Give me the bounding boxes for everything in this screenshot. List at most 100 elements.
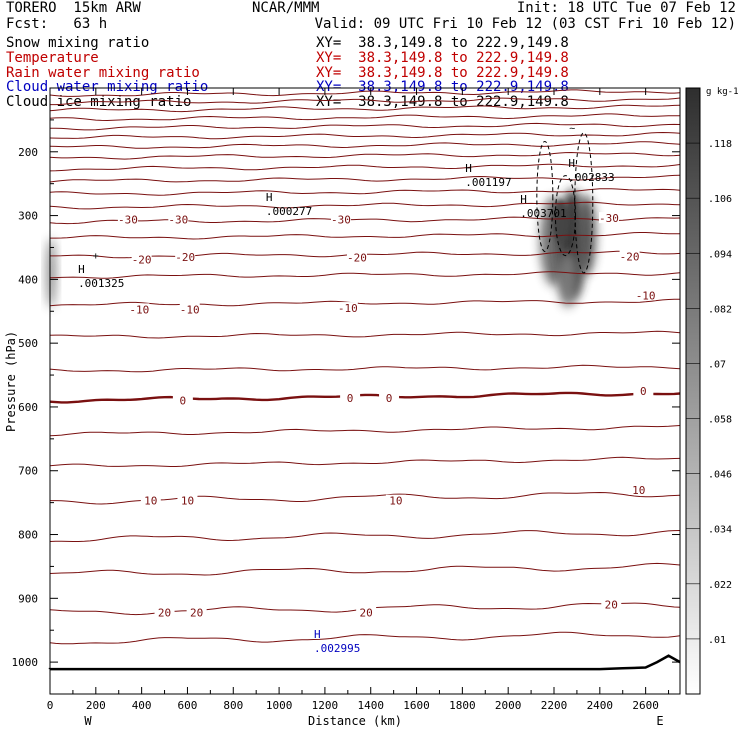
isotherm-label-bg [179, 303, 200, 315]
colorbar-label: .01 [708, 635, 726, 646]
isotherm-label-bg [117, 213, 138, 225]
init-time: Init: 18 UTC Tue 07 Feb 12 [516, 0, 736, 16]
isotherm [49, 330, 681, 339]
field-xy-snow: XY= 38.3,149.8 to 222.9,149.8 [316, 35, 569, 51]
x-tick-label: 1600 [403, 699, 430, 712]
isotherm-label-bg [340, 392, 361, 404]
isotherm-label: -20 [132, 254, 152, 267]
isotherm-label-bg [356, 606, 377, 618]
field-label-cloud-ice: Cloud ice mixing ratio [6, 94, 192, 110]
isotherm-label-bg [172, 394, 193, 406]
minor-label: + [93, 251, 99, 262]
x-tick-label: 1800 [449, 699, 476, 712]
isotherm-label: -30 [118, 213, 138, 226]
colorbar: .01 .022 .034 .046 .058 .07 .082 .094 .106 .118 g … [685, 87, 739, 695]
terrain-line [48, 654, 681, 671]
field-label-temperature: Temperature [6, 50, 99, 66]
x-tick-label: 200 [86, 699, 106, 712]
isotherm [49, 391, 681, 404]
isotherm-label: 0 [640, 385, 647, 398]
isotherm [49, 141, 681, 149]
max-value: .000277 [266, 205, 312, 218]
minor-label: ~ [569, 123, 575, 134]
isotherm-label-bg [379, 392, 400, 404]
max-value: .002995 [314, 642, 360, 655]
field-xy-cloud-ice: XY= 38.3,149.8 to 222.9,149.8 [316, 94, 569, 110]
x-tick-label: 1400 [357, 699, 384, 712]
snow-shade [557, 251, 578, 308]
isotherm-label-bg [330, 213, 351, 225]
isotherm-label-bg [337, 302, 358, 314]
colorbar-label: .034 [708, 525, 732, 536]
terrain-profile [48, 654, 681, 671]
x-tick-label: 600 [178, 699, 198, 712]
snow-shade [576, 194, 597, 275]
isotherm-label-bg [628, 483, 649, 495]
isotherm-label-bg [635, 289, 656, 301]
max-value: .001325 [78, 277, 124, 290]
field-label-snow: Snow mixing ratio [6, 35, 150, 51]
isotherm-label: -10 [338, 302, 358, 315]
x-tick-label: 1200 [312, 699, 339, 712]
isotherm [49, 174, 681, 183]
isotherm-label-bg [598, 212, 619, 224]
isotherm-label-bg [385, 494, 406, 506]
valid-time: Valid: 09 UTC Fri 10 Feb 12 (03 CST Fri … [314, 16, 736, 32]
cloud-ice-contour [574, 132, 594, 274]
temperature-isotherms [49, 89, 681, 645]
colorbar-body [685, 87, 701, 695]
isotherm [49, 131, 681, 140]
isotherm [49, 151, 681, 160]
cloud-ice-contour [536, 140, 554, 252]
isotherm [49, 113, 680, 122]
x-tick-label: 400 [132, 699, 152, 712]
colorbar-label: .07 [708, 359, 726, 370]
isotherm-label: -30 [599, 212, 619, 225]
isotherm [49, 104, 681, 113]
isotherm-label-bg [601, 598, 622, 610]
isotherm-label: 0 [386, 392, 393, 405]
colorbar-label: .094 [708, 249, 732, 260]
colorbar-label: .046 [708, 470, 732, 481]
isotherm [49, 89, 681, 97]
x-tick-label: 2600 [632, 699, 659, 712]
y-tick-label: 300 [18, 210, 38, 223]
contour-labels: -30 -30 -30 -30 -20 -20 -20 -20 -10 -10 -10 -10 0 0 0 0… [78, 123, 656, 655]
isotherm-label-bg [131, 253, 152, 265]
snow-shade [551, 199, 570, 244]
isotherm [49, 456, 681, 467]
east-label: E [656, 714, 663, 728]
isotherm-label: -10 [636, 289, 656, 302]
max-symbol: H [568, 157, 575, 170]
isotherm [49, 631, 681, 645]
isotherm [50, 232, 681, 240]
forecast-hour: Fcst: 63 h [6, 16, 108, 32]
isotherm-label: 10 [181, 495, 194, 508]
isotherm [50, 97, 681, 106]
isotherm-label: -20 [175, 251, 195, 264]
model-title: TORERO 15km ARW [6, 0, 141, 16]
isotherm-label-bg [346, 251, 367, 263]
axes: 0 200 400 600 800 1000 1200 1400 1600 1800 2000 220… [4, 88, 680, 728]
colorbar-units: g kg-1 [706, 87, 739, 97]
field-xy-rain: XY= 38.3,149.8 to 222.9,149.8 [316, 65, 569, 81]
isotherm [49, 425, 681, 437]
field-label-cloud-water: Cloud water mixing ratio [6, 79, 209, 95]
x-tick-label: 2000 [495, 699, 522, 712]
max-symbol: H [520, 193, 527, 206]
max-value: .001197 [465, 176, 511, 189]
isotherm-label-bg [633, 385, 654, 396]
max-symbol: H [266, 191, 273, 204]
colorbar-label: .118 [708, 139, 732, 150]
isotherm [49, 188, 681, 196]
isotherm-label: 0 [347, 392, 354, 405]
max-symbol: H [78, 263, 85, 276]
isotherm [49, 530, 681, 542]
y-tick-label: 900 [18, 592, 38, 605]
y-tick-label: 500 [18, 337, 38, 350]
x-tick-label: 1000 [266, 699, 293, 712]
center-title: NCAR/MMM [252, 0, 320, 16]
y-tick-label: 800 [18, 529, 38, 542]
isotherm [49, 163, 681, 172]
isotherm-label-bg [154, 606, 175, 618]
